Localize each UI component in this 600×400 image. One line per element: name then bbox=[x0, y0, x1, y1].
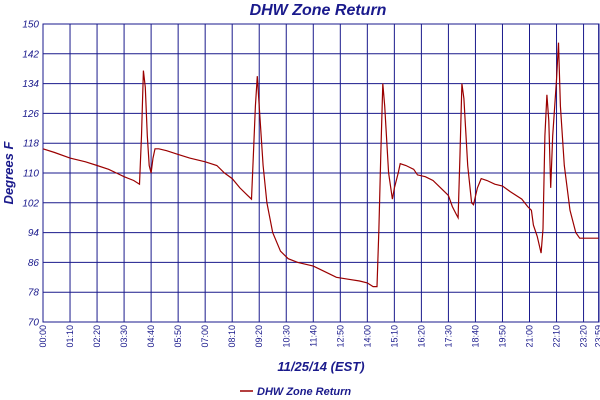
x-tick-label: 08:10 bbox=[227, 325, 237, 348]
y-tick-label: 70 bbox=[28, 318, 40, 329]
legend: DHW Zone Return bbox=[240, 386, 351, 398]
y-tick-label: 94 bbox=[28, 228, 40, 239]
y-axis-title: Degrees F bbox=[1, 141, 16, 205]
y-tick-label: 126 bbox=[22, 109, 39, 120]
x-tick-label: 01:10 bbox=[65, 325, 75, 348]
y-tick-label: 102 bbox=[22, 198, 39, 209]
y-tick-label: 118 bbox=[23, 139, 39, 150]
x-tick-label: 10:30 bbox=[281, 325, 291, 348]
y-tick-label: 78 bbox=[28, 288, 40, 299]
legend-label: DHW Zone Return bbox=[257, 386, 351, 398]
x-tick-label: 11:40 bbox=[308, 325, 318, 347]
y-tick-label: 134 bbox=[22, 79, 39, 90]
x-tick-label: 23:59 bbox=[594, 325, 600, 348]
y-tick-label: 110 bbox=[23, 169, 39, 180]
x-tick-label: 09:20 bbox=[254, 325, 264, 348]
x-tick-label: 03:30 bbox=[119, 325, 129, 348]
x-tick-label: 21:00 bbox=[525, 325, 535, 348]
x-tick-label: 04:40 bbox=[146, 325, 156, 348]
x-tick-label: 05:50 bbox=[173, 325, 183, 348]
x-tick-label: 22:10 bbox=[552, 325, 562, 348]
x-axis-title: 11/25/14 (EST) bbox=[277, 359, 364, 374]
x-tick-label: 17:30 bbox=[443, 325, 453, 348]
y-tick-label: 86 bbox=[28, 258, 40, 269]
y-tick-labels: 70 78 86 94 102 110 118 126 134 142 150 bbox=[22, 20, 39, 329]
grid-lines bbox=[42, 23, 600, 323]
x-tick-label: 00:00 bbox=[38, 325, 48, 348]
x-tick-labels: 00:00 01:10 02:20 03:30 04:40 05:50 07:00 08:10… bbox=[38, 325, 600, 348]
x-tick-label: 14:00 bbox=[362, 325, 372, 348]
x-tick-label: 07:00 bbox=[200, 325, 210, 348]
chart-title: DHW Zone Return bbox=[250, 2, 387, 19]
series-line-dhw-zone-return bbox=[42, 42, 599, 288]
y-tick-label: 150 bbox=[22, 20, 39, 31]
x-tick-label: 18:40 bbox=[470, 325, 480, 348]
x-tick-label: 16:20 bbox=[416, 325, 426, 348]
x-tick-label: 23:20 bbox=[579, 325, 589, 348]
x-tick-label: 19:50 bbox=[497, 325, 507, 348]
x-tick-label: 12:50 bbox=[335, 325, 345, 348]
x-tick-label: 15:10 bbox=[389, 325, 399, 348]
x-tick-label: 02:20 bbox=[92, 325, 102, 348]
y-tick-label: 142 bbox=[22, 49, 39, 60]
